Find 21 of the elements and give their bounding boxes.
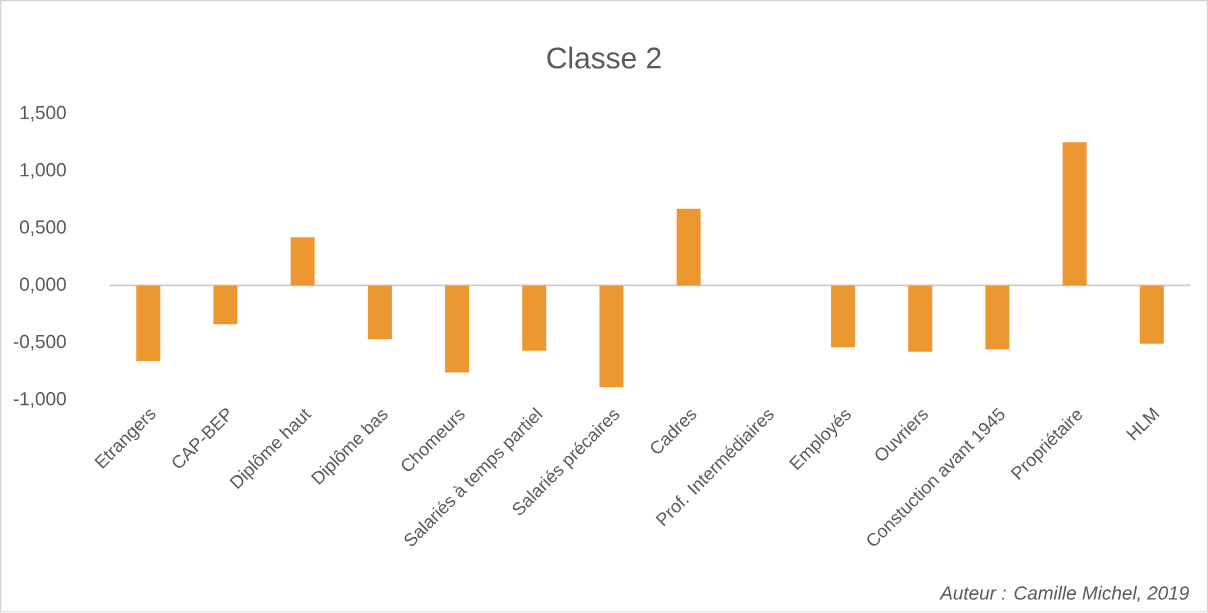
bar: [831, 285, 856, 348]
y-tick-label: 1,500: [20, 106, 66, 122]
y-tick-label: 1,000: [20, 163, 66, 179]
bar: [676, 208, 701, 286]
chart-title: Classe 2: [547, 46, 661, 69]
bar: [136, 285, 161, 362]
bar: [290, 237, 315, 286]
bar: [1139, 285, 1164, 344]
y-tick-label: -0,500: [13, 334, 66, 351]
bar: [599, 285, 624, 388]
bar: [213, 285, 238, 325]
bar: [985, 285, 1010, 350]
bar: [367, 285, 392, 340]
bar: [445, 285, 470, 373]
bar: [908, 285, 933, 352]
y-tick-label: 0,000: [19, 277, 66, 294]
bar: [522, 285, 547, 351]
text: Auteur : Camille Michel, 2019: [939, 586, 1189, 603]
y-tick-label: -1,000: [13, 392, 66, 408]
bar: [1062, 142, 1087, 286]
y-tick-label: 0,500: [19, 220, 66, 237]
